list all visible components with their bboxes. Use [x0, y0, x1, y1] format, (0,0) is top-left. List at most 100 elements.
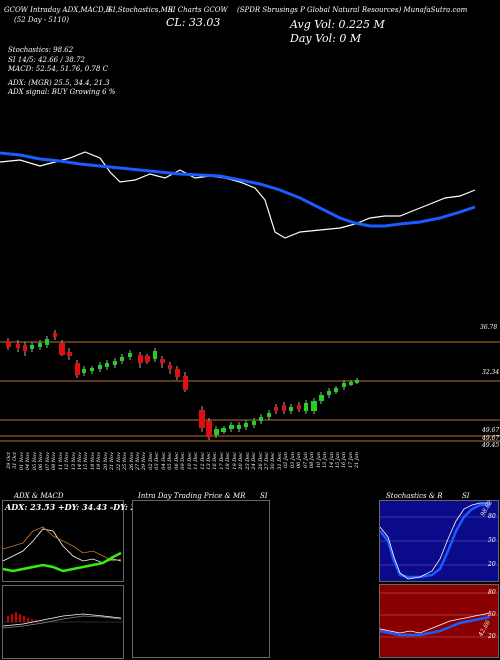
date-axis-label: 21 Nov [109, 452, 116, 471]
date-axis: 29 Oct 31 Oct 01 Nov 04 Nov 05 Nov 06 Nov 07 N… [0, 450, 380, 490]
date-axis-label: 20 Dec [238, 452, 245, 470]
date-axis-label: 02 Dec [147, 452, 154, 470]
candlesticks [6, 330, 359, 440]
date-axis-label: 25 Nov [122, 452, 129, 471]
date-axis-label: 02 Jan [283, 452, 290, 469]
stochastics-panel-title: Stochastics & R [386, 492, 443, 500]
date-axis-label: 18 Nov [89, 452, 96, 471]
date-axis-label: 10 Jan [315, 452, 322, 469]
header-period: (52 Day - 5110) [14, 16, 69, 24]
adx-readout: ADX: (MGR) 25.5, 34.4, 21.3 [8, 79, 110, 87]
stochastics-readout: Stochastics: 98.62 [8, 46, 74, 54]
header-title-right: (SPDR Sbrusings P Global Natural Resourc… [237, 6, 468, 14]
intraday-panel [132, 500, 270, 658]
macd-readout: MACD: 52.54, 51.76, 0.78 C [8, 65, 108, 73]
price-level-label: 49.45 [482, 442, 500, 449]
si-readout: SI 14/5: 42.66 / 38.72 [8, 56, 85, 64]
si-signal-line [380, 615, 491, 637]
main-price-chart [0, 151, 500, 442]
price-level-label: 32.34 [482, 369, 500, 376]
date-axis-label: 07 Jan [302, 452, 309, 469]
date-axis-label: 16 Dec [212, 452, 219, 470]
date-axis-label: 17 Dec [218, 452, 225, 470]
adx-chart [3, 526, 122, 573]
macd-histogram [7, 612, 37, 622]
date-axis-label: 31 Oct [12, 452, 19, 469]
date-axis-label: 24 Dec [251, 452, 258, 470]
header-title-mid1: SI,Stochastics,MR [108, 6, 174, 14]
adx-panel-readout: ADX: 23.53 +DY: 34.43 -DY: 21.31 [5, 502, 156, 512]
date-axis-label: 30 Dec [270, 452, 277, 470]
stochastics-d-line [380, 503, 490, 579]
adx-signal-readout: ADX signal: BUY Growing 6 % [8, 88, 116, 96]
date-axis-label: 26 Dec [257, 452, 264, 470]
date-axis-label: 29 Nov [141, 452, 148, 471]
stochastics-level-label: 20 [488, 561, 496, 568]
macd-panel [2, 585, 124, 659]
date-axis-label: 06 Nov [38, 452, 45, 471]
moving-average-line [0, 151, 476, 228]
adx-panel: ADX: 23.53 +DY: 34.43 -DY: 21.31 [2, 500, 156, 582]
day-volume: Day Vol: 0 M [290, 32, 362, 45]
date-axis-label: 31 Dec [276, 452, 283, 470]
date-axis-label: 13 Jan [322, 452, 329, 469]
intraday-si-label: SI [260, 492, 268, 500]
header-title-left: GCOW Intraday ADX,MACD,B [4, 6, 111, 14]
date-axis-label: 04 Dec [160, 452, 167, 470]
date-axis-label: 11 Dec [193, 452, 200, 470]
macd-line [3, 613, 122, 627]
si-chart [380, 592, 498, 638]
date-axis-label: 10 Dec [186, 452, 193, 470]
date-axis-label: 06 Jan [296, 452, 303, 469]
date-axis-label: 11 Nov [57, 452, 64, 471]
adx-panel-title: ADX & MACD [14, 492, 64, 500]
date-axis-label: 01 Nov [18, 452, 25, 471]
date-axis-label: 07 Nov [44, 452, 51, 471]
date-axis-label: 12 Dec [199, 452, 206, 470]
macd-chart [3, 612, 123, 629]
date-axis-label: 18 Dec [225, 452, 232, 470]
stochastics-level-label: 50 [488, 537, 496, 544]
date-axis-label: 19 Dec [231, 452, 238, 470]
si-line [380, 612, 491, 634]
macd-signal-line [3, 615, 122, 629]
si-panel: 80 50 20 42.66 [379, 584, 499, 658]
date-axis-label: 08 Jan [309, 452, 316, 469]
adx-line [3, 551, 122, 573]
stochastics-si-label: SI [462, 492, 470, 500]
stochastics-panel: 80 50 20 98.62 [379, 499, 499, 582]
close-price: CL: 33.03 [166, 16, 221, 29]
stochastics-chart [380, 502, 498, 580]
date-axis-label: 13 Nov [70, 452, 77, 471]
date-axis-label: 05 Nov [31, 452, 38, 471]
si-level-label: 50 [488, 611, 496, 618]
date-axis-label: 09 Dec [180, 452, 187, 470]
date-axis-label: 05 Dec [167, 452, 174, 470]
date-axis-label: 04 Nov [25, 452, 32, 471]
date-axis-label: 12 Nov [64, 452, 71, 471]
date-axis-label: 14 Jan [328, 452, 335, 469]
date-axis-label: 03 Dec [154, 452, 161, 470]
avg-volume: Avg Vol: 0.225 M [290, 18, 385, 31]
date-axis-label: 23 Dec [244, 452, 251, 470]
si-level-label: 20 [488, 633, 496, 640]
date-axis-label: 17 Jan [347, 452, 354, 469]
date-axis-label: 19 Nov [96, 452, 103, 471]
date-axis-label: 03 Jan [289, 452, 296, 469]
intraday-panel-title: Intra Day Trading Price & MR [138, 492, 246, 500]
stochastics-level-label: 80 [488, 513, 496, 520]
price-level-label: 36.78 [480, 324, 498, 331]
price-line [0, 151, 476, 239]
plus-di-line [3, 528, 122, 564]
date-axis-label: 26 Nov [128, 452, 135, 471]
minus-di-line [3, 526, 122, 562]
price-level-label: 49.67 [482, 427, 500, 434]
date-axis-label: 22 Nov [115, 452, 122, 471]
date-axis-label: 21 Jan [354, 452, 361, 469]
date-axis-label: 15 Nov [83, 452, 90, 471]
price-level-label: 49.67 [482, 435, 500, 442]
si-level-label: 80 [488, 589, 496, 596]
date-axis-label: 06 Dec [173, 452, 180, 470]
header-title-mid2: SI Charts GCOW [168, 6, 228, 14]
date-axis-label: 20 Nov [102, 452, 109, 471]
